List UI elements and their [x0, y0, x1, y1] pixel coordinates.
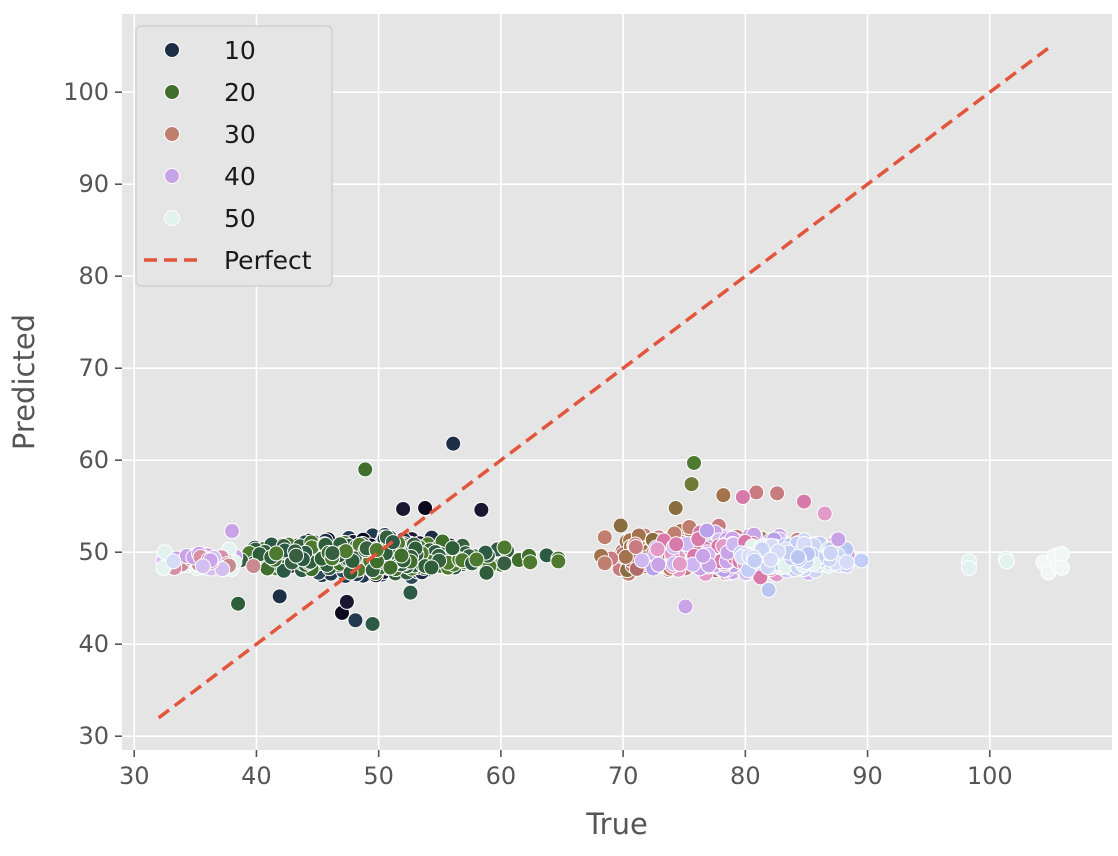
- scatter-point: [224, 523, 240, 540]
- scatter-point: [165, 553, 182, 570]
- scatter-point: [364, 615, 381, 632]
- scatter-point: [715, 487, 732, 504]
- scatter-point: [271, 588, 288, 605]
- x-tick-label: 30: [119, 762, 150, 790]
- scatter-point: [347, 612, 364, 629]
- scatter-point: [382, 559, 399, 576]
- scatter-point: [667, 500, 684, 517]
- scatter-point: [746, 552, 763, 569]
- scatter-point: [393, 547, 410, 564]
- scatter-point: [686, 454, 702, 471]
- scatter-point: [268, 545, 285, 562]
- x-tick-label: 80: [730, 762, 761, 790]
- scatter-point: [596, 529, 613, 546]
- scatter-point: [650, 556, 667, 573]
- x-tick-label: 100: [967, 762, 1013, 790]
- x-tick-label: 60: [486, 762, 517, 790]
- scatter-point: [245, 558, 262, 575]
- y-tick-label: 100: [63, 78, 109, 106]
- legend-label: 30: [224, 120, 256, 149]
- scatter-point: [822, 545, 839, 562]
- legend-marker: [164, 84, 180, 100]
- scatter-point: [760, 581, 777, 598]
- scatter-point: [698, 522, 715, 539]
- scatter-point: [668, 536, 685, 553]
- scatter-point: [444, 540, 461, 557]
- scatter-point: [1053, 559, 1070, 576]
- scatter-point: [677, 598, 694, 615]
- scatter-point: [230, 595, 247, 612]
- legend: 10 20 30 40 50 Perfect: [135, 25, 333, 287]
- scatter-point: [194, 558, 211, 575]
- scatter-point: [473, 501, 490, 518]
- scatter-point: [522, 554, 539, 571]
- scatter-point: [671, 555, 688, 572]
- scatter-point: [596, 555, 613, 572]
- x-axis-label: True: [585, 807, 648, 841]
- y-tick-label: 60: [78, 446, 109, 474]
- scatter-point: [633, 552, 650, 569]
- legend-label: 20: [224, 78, 256, 107]
- scatter-point: [683, 476, 700, 493]
- scatter-point: [478, 564, 495, 581]
- legend-frame: [135, 25, 333, 287]
- perfect-line: [157, 44, 1052, 720]
- scatter-point: [417, 500, 434, 517]
- y-tick-label: 50: [78, 538, 109, 566]
- scatter-point: [796, 493, 812, 510]
- scatter-point: [612, 517, 629, 534]
- legend-label: Perfect: [224, 246, 312, 275]
- legend-marker: [164, 168, 180, 184]
- scatter-point: [762, 551, 779, 568]
- scatter-point: [288, 547, 305, 564]
- scatter-point: [423, 559, 440, 576]
- y-tick-label: 90: [78, 170, 109, 198]
- legend-label: 50: [224, 204, 256, 233]
- legend-marker: [164, 210, 180, 226]
- scatter-points: [155, 435, 1070, 632]
- scatter-point: [649, 541, 666, 558]
- scatter-point: [1053, 546, 1070, 563]
- scatter-point: [838, 554, 855, 571]
- y-tick-label: 80: [78, 262, 109, 290]
- scatter-point: [496, 539, 513, 556]
- legend-label: 40: [224, 162, 256, 191]
- scatter-point: [550, 553, 567, 570]
- y-axis-label: Predicted: [7, 314, 41, 450]
- scatter-point: [853, 552, 870, 569]
- scatter-point: [468, 551, 485, 568]
- scatter-point: [816, 505, 833, 522]
- scatter-point: [357, 461, 374, 478]
- scatter-point: [496, 555, 513, 572]
- x-tick-label: 40: [241, 762, 272, 790]
- scatter-point: [445, 435, 462, 452]
- legend-marker: [164, 42, 180, 58]
- scatter-point: [695, 547, 712, 564]
- scatter-point: [395, 500, 412, 517]
- legend-marker: [164, 126, 180, 142]
- scatter-point: [338, 593, 355, 610]
- y-tick-label: 40: [78, 630, 109, 658]
- scatter-point: [734, 489, 751, 505]
- scatter-point: [830, 531, 847, 548]
- legend-label: 10: [224, 36, 256, 65]
- y-tick-label: 30: [78, 722, 109, 750]
- scatter-point: [769, 485, 786, 502]
- scatter-point: [998, 553, 1015, 570]
- y-tick-label: 70: [78, 354, 109, 382]
- scatter-point: [789, 548, 806, 565]
- x-tick-label: 90: [852, 762, 883, 790]
- axis-ticks: 30 40 50 60 70 80 90 100 30 40 50 60 70 80 90 100: [63, 78, 1012, 790]
- scatter-point: [324, 545, 341, 562]
- x-tick-label: 70: [608, 762, 639, 790]
- scatter-point: [961, 559, 977, 576]
- scatter-point: [402, 584, 419, 601]
- scatter-point: [627, 539, 644, 556]
- scatter-point: [748, 484, 765, 501]
- scatter-point: [337, 543, 354, 560]
- x-tick-label: 50: [363, 762, 394, 790]
